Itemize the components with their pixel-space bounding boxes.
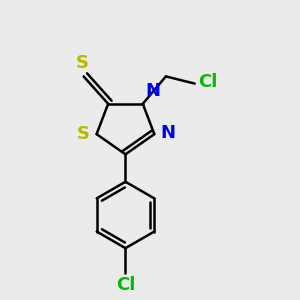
Text: Cl: Cl: [116, 276, 135, 294]
Text: S: S: [76, 54, 89, 72]
Text: Cl: Cl: [198, 73, 218, 91]
Text: N: N: [145, 82, 160, 100]
Text: N: N: [161, 124, 176, 142]
Text: S: S: [76, 125, 89, 143]
